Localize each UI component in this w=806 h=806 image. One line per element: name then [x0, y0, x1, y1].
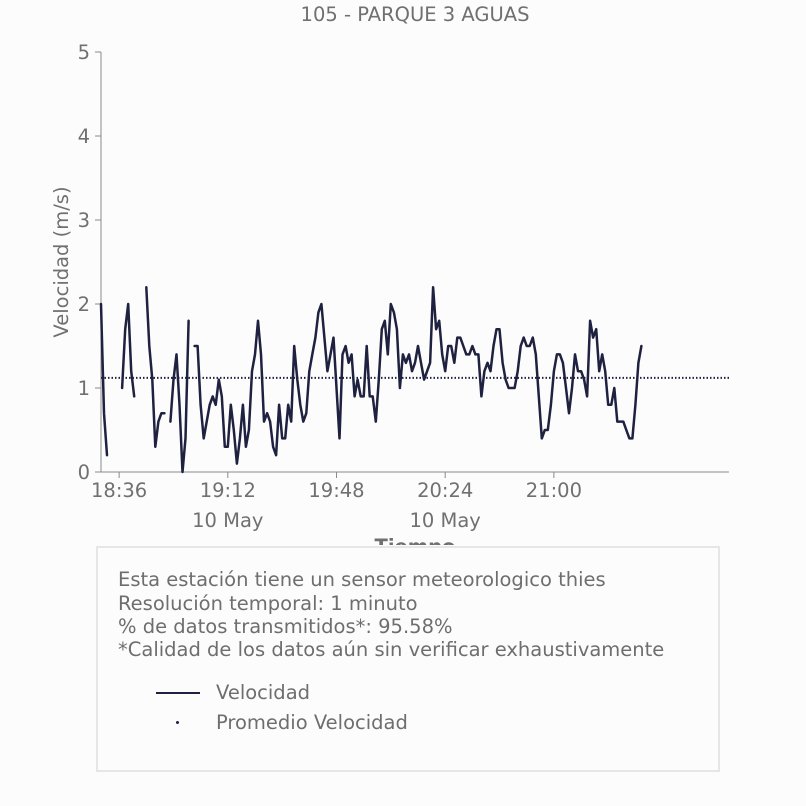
series-line-velocidad	[193, 285, 643, 465]
x-tick-label: 19:12	[200, 479, 256, 502]
y-tick-label: 3	[78, 209, 90, 232]
chart-title: 105 - PARQUE 3 AGUAS	[301, 3, 530, 26]
info-line-resolution: Resolución temporal: 1 minuto	[118, 592, 418, 615]
info-box: Esta estación tiene un sensor meteorolog…	[96, 546, 720, 772]
x-tick-label: 20:24	[417, 479, 473, 502]
legend-swatch-dot	[176, 721, 179, 724]
x-tick-label: 19:48	[308, 479, 364, 502]
x-axis-label: Tiempo	[375, 535, 456, 545]
legend-label: Velocidad	[216, 681, 311, 704]
info-line-quality: *Calidad de los datos aún sin verificar …	[118, 638, 665, 661]
chart-marks	[99, 285, 729, 474]
axes: 0 1 2 3 4 5 18:36 19:12 10 May 19:48 20:24 10 May 21…	[78, 41, 729, 532]
chart-svg: 105 - PARQUE 3 AGUAS Velocidad (m/s) Tie…	[50, 3, 729, 545]
y-tick-label: 4	[78, 125, 90, 148]
x-tick-label: 21:00	[526, 479, 582, 502]
legend-swatch-line	[156, 692, 200, 694]
x-tick-sublabel: 10 May	[410, 509, 481, 532]
info-line-transmitted: % de datos transmitidos*: 95.58%	[118, 615, 453, 638]
y-tick-label: 1	[78, 377, 90, 400]
info-line-sensor: Esta estación tiene un sensor meteorolog…	[118, 568, 606, 591]
x-tick-label: 18:36	[91, 479, 147, 502]
series-line-velocidad	[120, 302, 136, 398]
y-tick-label: 0	[78, 461, 90, 484]
series-line-velocidad	[169, 319, 190, 474]
series-line-velocidad	[99, 302, 109, 457]
y-axis-label: Velocidad (m/s)	[50, 186, 73, 337]
series-line-velocidad	[145, 285, 166, 449]
x-tick-sublabel: 10 May	[192, 509, 263, 532]
y-tick-label: 2	[78, 293, 90, 316]
y-tick-label: 5	[78, 41, 90, 64]
legend-label: Promedio Velocidad	[216, 711, 408, 734]
